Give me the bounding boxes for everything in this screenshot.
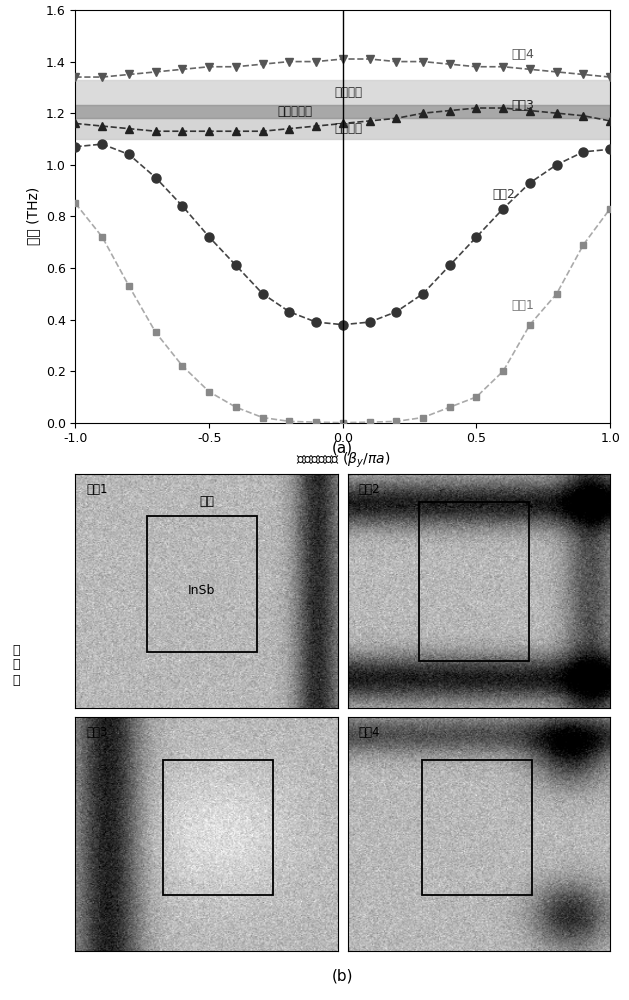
Text: 模式3: 模式3	[511, 99, 534, 112]
Text: 模式4: 模式4	[511, 48, 534, 61]
Text: (b): (b)	[332, 969, 353, 984]
Bar	[422, 760, 532, 895]
Text: 模式4: 模式4	[359, 726, 380, 739]
Text: (a): (a)	[332, 441, 353, 456]
Text: 模式2: 模式2	[359, 483, 380, 496]
Text: 金
属
壁: 金 属 壁	[12, 644, 19, 686]
Text: 光子禁带: 光子禁带	[334, 122, 362, 135]
Text: 单向传输频: 单向传输频	[277, 105, 312, 118]
Bar	[75, 118, 610, 139]
Text: 光子禁带: 光子禁带	[334, 86, 362, 99]
Text: InSb: InSb	[187, 584, 215, 597]
X-axis label: 归一化波矢量 ($\beta_y/\pi a$): 归一化波矢量 ($\beta_y/\pi a$)	[296, 451, 390, 470]
Y-axis label: 频率 (THz): 频率 (THz)	[26, 187, 40, 245]
Bar	[420, 502, 530, 661]
Text: 模式2: 模式2	[493, 188, 515, 201]
Text: 模式3: 模式3	[86, 726, 108, 739]
Text: 模式1: 模式1	[511, 299, 534, 312]
Text: 模式1: 模式1	[86, 483, 108, 496]
Bar	[75, 80, 610, 105]
Bar	[75, 105, 610, 118]
Bar	[147, 516, 257, 652]
Text: 空气: 空气	[199, 495, 214, 508]
Bar	[162, 760, 272, 895]
